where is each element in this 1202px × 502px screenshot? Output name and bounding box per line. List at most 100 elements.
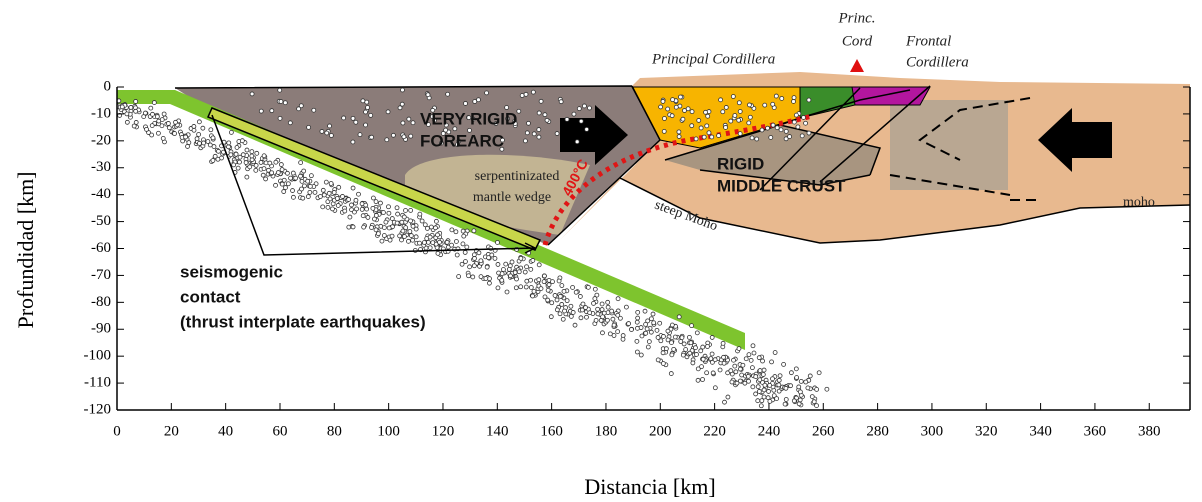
earthquake (306, 179, 310, 183)
earthquake (649, 317, 653, 321)
earthquake (364, 203, 368, 207)
earthquake (525, 279, 529, 283)
earthquake (436, 233, 440, 237)
x-tick-label: 100 (377, 423, 400, 439)
earthquake (655, 328, 659, 332)
label-crust-2: MIDDLE CRUST (717, 176, 846, 195)
earthquake (134, 99, 138, 103)
earthquake (762, 388, 766, 392)
earthquake (313, 190, 317, 194)
earthquake (374, 228, 378, 232)
earthquake (713, 386, 717, 390)
earthquake (537, 263, 541, 267)
earthquake (279, 99, 283, 103)
earthquake (747, 353, 751, 357)
earthquake (507, 267, 511, 271)
earthquake (740, 373, 744, 377)
earthquake (467, 274, 471, 278)
earthquake (748, 115, 752, 119)
y-axis-label: Profundidad [km] (13, 171, 38, 328)
earthquake (646, 319, 650, 323)
earthquake (132, 124, 136, 128)
earthquake (387, 226, 391, 230)
earthquake (307, 125, 311, 129)
earthquake (561, 317, 565, 321)
earthquake (699, 126, 703, 130)
earthquake (582, 104, 586, 108)
earthquake (807, 98, 811, 102)
earthquake (396, 212, 400, 216)
earthquake (286, 182, 290, 186)
earthquake (336, 203, 340, 207)
earthquake (661, 362, 665, 366)
earthquake (777, 383, 781, 387)
earthquake (245, 148, 249, 152)
earthquake (279, 163, 283, 167)
earthquake (211, 136, 215, 140)
earthquake (795, 376, 799, 380)
earthquake (129, 105, 133, 109)
earthquake (411, 121, 415, 125)
earthquake (575, 140, 579, 144)
earthquake (711, 371, 715, 375)
earthquake (662, 117, 666, 121)
earthquake (738, 367, 742, 371)
earthquake (746, 374, 750, 378)
earthquake (450, 243, 454, 247)
earthquake (737, 101, 741, 105)
earthquake (796, 125, 800, 129)
earthquake (784, 129, 788, 133)
y-tick-label: -30 (91, 159, 111, 175)
earthquake (321, 188, 325, 192)
earthquake (385, 138, 389, 142)
earthquake (195, 137, 199, 141)
earthquake (674, 105, 678, 109)
earthquake (537, 278, 541, 282)
earthquake (767, 389, 771, 393)
earthquake (515, 277, 519, 281)
earthquake (677, 135, 681, 139)
earthquake (206, 140, 210, 144)
earthquake (652, 321, 656, 325)
earthquake (500, 278, 504, 282)
earthquake (531, 90, 535, 94)
earthquake (463, 250, 467, 254)
earthquake (601, 315, 605, 319)
label-wedge-2: mantle wedge (473, 190, 551, 205)
earthquake (690, 124, 694, 128)
earthquake (687, 335, 691, 339)
earthquake (635, 350, 639, 354)
label-frontal: Frontal (905, 33, 951, 49)
earthquake (699, 349, 703, 353)
earthquake (372, 217, 376, 221)
earthquake (283, 101, 287, 105)
earthquake (755, 137, 759, 141)
y-tick-label: -90 (91, 321, 111, 337)
earthquake (670, 341, 674, 345)
earthquake (244, 161, 248, 165)
earthquake (186, 144, 190, 148)
y-tick-label: -110 (84, 375, 111, 391)
earthquake (666, 107, 670, 111)
earthquake (282, 178, 286, 182)
earthquake (558, 294, 562, 298)
earthquake (309, 174, 313, 178)
label-moho: moho (1123, 195, 1155, 210)
earthquake (337, 185, 341, 189)
earthquake (647, 340, 651, 344)
earthquake (454, 239, 458, 243)
label-crust-1: RIGID (717, 154, 764, 173)
earthquake (501, 268, 505, 272)
earthquake (690, 110, 694, 114)
earthquake (457, 275, 461, 279)
earthquake (329, 134, 333, 138)
earthquake (550, 280, 554, 284)
earthquake (226, 145, 230, 149)
earthquake (388, 238, 392, 242)
earthquake (524, 285, 528, 289)
earthquake (407, 117, 411, 121)
earthquake (659, 105, 663, 109)
earthquake (411, 224, 415, 228)
earthquake (378, 201, 382, 205)
earthquake (360, 207, 364, 211)
